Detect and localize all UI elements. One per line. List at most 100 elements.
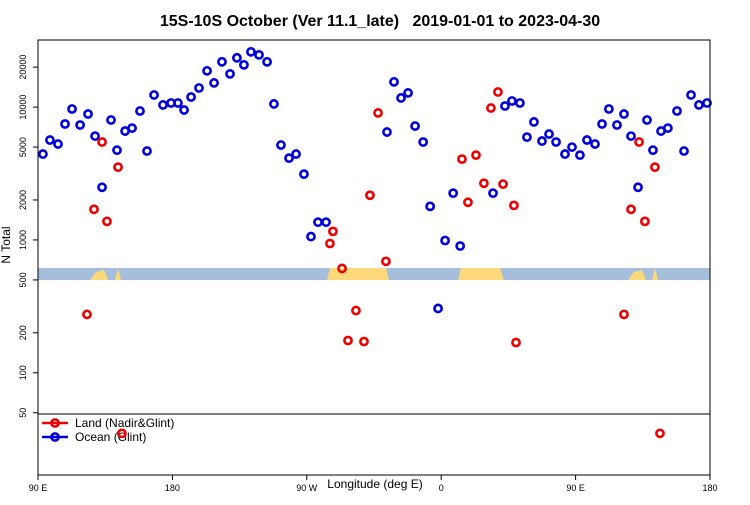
point (648, 145, 658, 156)
point (67, 104, 77, 114)
y-tick-label: 50 (18, 408, 28, 418)
x-tick-label: 0 (439, 483, 444, 493)
x-tick-label: 180 (165, 483, 180, 493)
point (597, 119, 607, 129)
point (173, 98, 183, 108)
point (479, 178, 489, 189)
point (82, 309, 92, 320)
point (89, 204, 99, 215)
point (511, 337, 521, 348)
point (619, 109, 629, 119)
legend-marker (50, 432, 60, 442)
point (186, 92, 196, 102)
y-tick-label: 10000 (18, 95, 28, 120)
point (551, 137, 561, 147)
point (448, 188, 459, 199)
point (232, 52, 242, 63)
x-axis-label: Longitude (deg E) (327, 477, 422, 491)
point (639, 216, 650, 227)
point (649, 162, 660, 173)
legend-label: Land (Nadir&Glint) (75, 416, 174, 430)
point (440, 235, 450, 246)
point (498, 179, 508, 190)
x-tick-label: 90 E (29, 483, 48, 493)
point (291, 149, 301, 159)
point (365, 190, 375, 201)
point (626, 204, 636, 215)
point (194, 83, 204, 93)
point (590, 139, 600, 149)
land-strip (90, 268, 658, 280)
y-tick-label: 2000 (18, 190, 28, 210)
point (418, 137, 429, 147)
point (321, 217, 331, 228)
point (127, 123, 137, 133)
point (373, 108, 383, 118)
point (633, 182, 643, 193)
point (457, 154, 467, 165)
point (343, 335, 353, 346)
point (567, 142, 577, 152)
plot-frame (37, 39, 711, 476)
point (634, 137, 644, 147)
point (60, 119, 70, 129)
y-tick-label: 5000 (18, 137, 28, 157)
point (582, 135, 592, 145)
point (90, 131, 100, 141)
point (269, 99, 279, 109)
point (655, 428, 665, 439)
point (179, 105, 189, 115)
point (500, 101, 510, 111)
point (396, 93, 406, 103)
point (225, 69, 235, 79)
point (113, 162, 123, 173)
point (149, 90, 159, 100)
point (522, 132, 532, 143)
point (514, 98, 525, 108)
point (560, 149, 570, 159)
point (410, 121, 420, 131)
point (325, 238, 335, 249)
point (544, 129, 554, 139)
point (106, 115, 116, 125)
y-tick-label: 500 (18, 272, 28, 287)
land-ocean-strip (38, 268, 710, 280)
y-tick-label: 200 (18, 325, 28, 340)
point (672, 106, 682, 116)
point (97, 182, 107, 193)
point (642, 115, 652, 125)
point (626, 131, 636, 141)
point (662, 123, 673, 133)
point (359, 336, 369, 347)
point (276, 140, 286, 150)
point (381, 256, 391, 267)
point (239, 59, 249, 70)
x-tick-label: 90 E (566, 483, 585, 493)
x-tick-label: 90 W (296, 483, 318, 493)
point (158, 100, 168, 110)
point (351, 305, 361, 316)
point (488, 188, 498, 199)
point (262, 56, 272, 67)
point (537, 136, 547, 146)
y-tick-label: 1000 (18, 230, 28, 250)
point (529, 117, 539, 127)
legend-marker (50, 418, 60, 428)
point (135, 106, 145, 116)
point (246, 46, 256, 57)
point (102, 216, 112, 227)
legend: Land (Nadir&Glint)Ocean (Glint) (42, 416, 174, 444)
point (75, 120, 86, 130)
point (486, 103, 496, 113)
point (313, 217, 323, 228)
point (299, 169, 309, 180)
point (389, 76, 399, 87)
chart-title: 15S-10S October (Ver 11.1_late) 2019-01-… (160, 13, 600, 30)
point (686, 90, 696, 100)
point (117, 428, 127, 439)
point (337, 263, 347, 274)
point (382, 127, 392, 137)
point (284, 153, 294, 164)
point (455, 241, 466, 251)
